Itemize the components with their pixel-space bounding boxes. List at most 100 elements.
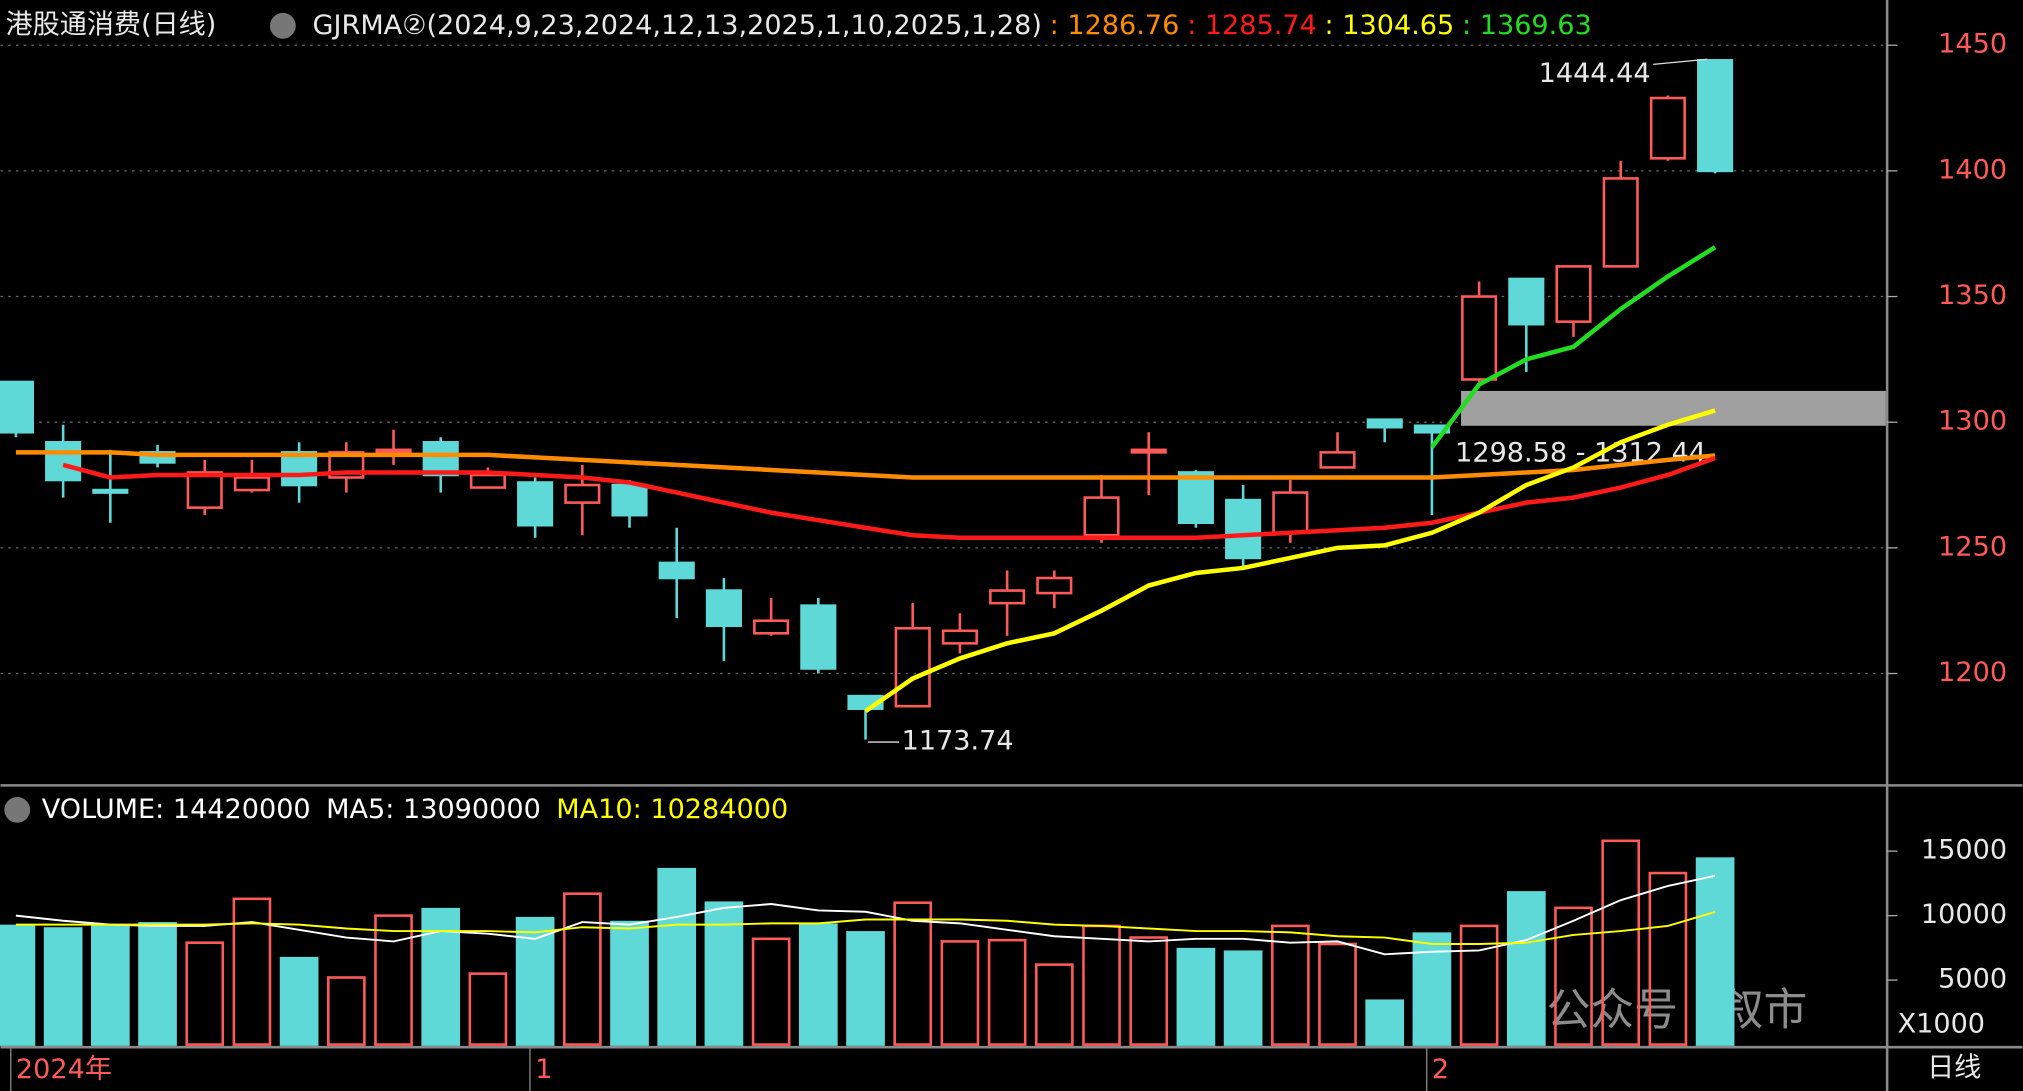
indicator-header: GJRMA②(2024,9,23,2024,12,13,2025,1,10,20… xyxy=(313,9,1592,40)
volume-bar xyxy=(657,867,697,1046)
volume-bar xyxy=(1223,950,1263,1046)
candle-body xyxy=(1319,451,1356,469)
y-tick-label: 1200 xyxy=(1938,657,2007,688)
y-tick-label: 10000 xyxy=(1921,899,2007,930)
candle-body xyxy=(753,619,790,635)
volume-bar xyxy=(1506,891,1546,1046)
indicator-name: GJRMA②(2024,9,23,2024,12,13,2025,1,10,20… xyxy=(313,9,1042,40)
chart-title: 港股通消费(日线) xyxy=(6,9,217,40)
watermark: 公众号 · 叙市 xyxy=(1546,984,1807,1035)
ma-line xyxy=(15,450,1716,480)
candle-body xyxy=(1177,471,1214,525)
volume-bar xyxy=(1129,936,1169,1046)
ma-line xyxy=(62,455,1716,541)
indicator-readout: : 1304.65 xyxy=(1325,9,1455,40)
volume-bar xyxy=(326,976,366,1046)
volume-bar xyxy=(798,923,838,1046)
candle-body xyxy=(894,626,931,708)
candle-body xyxy=(1130,448,1167,454)
candle-body xyxy=(1366,418,1403,429)
volume-bar xyxy=(1412,932,1452,1046)
candle-body xyxy=(989,589,1026,605)
candle-body xyxy=(1036,576,1073,595)
candle-body xyxy=(469,473,506,489)
candle-body xyxy=(658,561,695,580)
candle-body xyxy=(92,488,129,494)
volume-bar xyxy=(1601,839,1641,1046)
candle-body xyxy=(1083,496,1120,537)
y-tick-label: 1350 xyxy=(1938,280,2007,311)
volume-readout: VOLUME: 14420000 xyxy=(42,793,311,824)
volume-bar xyxy=(421,907,461,1046)
candle-body xyxy=(1413,424,1450,434)
volume-bar xyxy=(940,940,980,1046)
volume-bar xyxy=(1695,857,1735,1046)
high-pointer xyxy=(1653,58,1708,66)
volume-bar xyxy=(279,956,319,1046)
volume-ma-line xyxy=(15,911,1716,945)
volume-bar xyxy=(1459,924,1499,1046)
ma-line xyxy=(864,408,1716,714)
candle-body xyxy=(1461,295,1498,381)
y-tick-label: 1450 xyxy=(1938,29,2007,60)
volume-bar xyxy=(846,931,885,1046)
candle-body xyxy=(375,448,412,454)
indicator-readout: : 1286.76 xyxy=(1050,9,1180,40)
candle-body xyxy=(281,451,318,487)
volume-bar xyxy=(43,927,83,1046)
volume-bar xyxy=(1318,942,1357,1046)
high-annotation: 1444.44 xyxy=(1539,58,1651,89)
candle-body xyxy=(328,451,365,479)
y-tick-label: 15000 xyxy=(1921,835,2007,866)
y-tick-label: 5000 xyxy=(1938,964,2007,995)
volume-bar xyxy=(468,972,508,1046)
ma-line xyxy=(1430,245,1717,449)
volume-bar xyxy=(893,901,933,1046)
volume-bar xyxy=(1270,924,1310,1046)
candle-body xyxy=(1225,498,1262,560)
period-label[interactable]: 日线 xyxy=(1927,1053,1981,1084)
candle-body xyxy=(233,476,270,492)
volume-header: VOLUME: 14420000 MA5: 13090000 MA10: 10284… xyxy=(42,793,788,824)
x-tick-label: 2024年 xyxy=(16,1054,112,1085)
low-annotation: 1173.74 xyxy=(902,726,1014,757)
candle-body xyxy=(0,380,34,434)
candle-body xyxy=(705,589,742,628)
volume-bar xyxy=(185,941,225,1046)
candle-body xyxy=(611,483,648,517)
indicator-readout: : 1285.74 xyxy=(1187,9,1317,40)
candle-body xyxy=(422,441,459,477)
volume-icon[interactable] xyxy=(4,796,31,823)
volume-bar xyxy=(704,901,744,1046)
candle-body xyxy=(1508,277,1545,326)
volume-bar xyxy=(562,892,602,1046)
x-tick-label: 1 xyxy=(535,1054,552,1085)
y-tick-label: 1300 xyxy=(1938,406,2007,437)
y-tick-label: 1250 xyxy=(1938,531,2007,562)
volume-bar xyxy=(1176,947,1216,1046)
volume-readout: MA5: 13090000 xyxy=(326,793,541,824)
candle-body xyxy=(800,604,837,670)
candle-body xyxy=(139,451,176,464)
candle-body xyxy=(564,483,601,504)
candle-body xyxy=(186,471,223,509)
volume-ma-line xyxy=(15,874,1716,956)
x-tick-label: 2 xyxy=(1432,1054,1449,1085)
volume-bar xyxy=(1554,906,1593,1046)
volume-bar xyxy=(1034,963,1074,1046)
volume-bar xyxy=(751,937,791,1046)
volume-bar xyxy=(610,920,649,1046)
volume-bar xyxy=(987,938,1027,1046)
indicator-icon[interactable] xyxy=(269,12,296,39)
volume-readout: MA10: 10284000 xyxy=(556,793,788,824)
y-tick-label: 1400 xyxy=(1938,154,2007,185)
indicator-readout: : 1369.63 xyxy=(1462,9,1592,40)
volume-bar xyxy=(90,924,130,1046)
price-band xyxy=(1461,390,1886,426)
candle-body xyxy=(1697,59,1734,173)
candle-body xyxy=(941,629,978,645)
volume-bar xyxy=(1648,871,1688,1046)
candle-body xyxy=(1555,265,1592,323)
volume-bar xyxy=(232,897,272,1046)
